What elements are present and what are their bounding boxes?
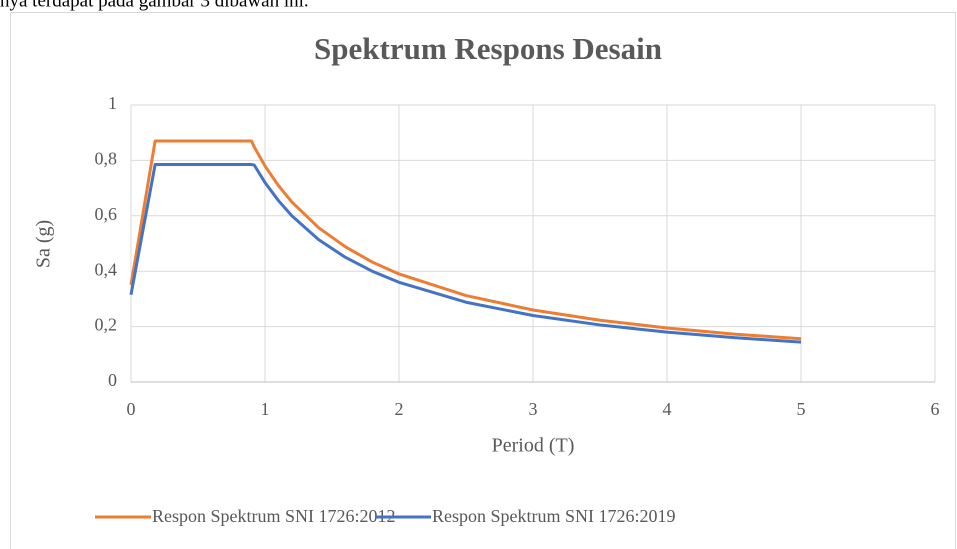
chart-title: Spektrum Respons Desain [314, 31, 662, 66]
chart-frame [10, 12, 956, 549]
page-text: nya terdapat pada gambar 3 dibawah ini. [0, 0, 309, 11]
x-tick-label: 0 [127, 399, 136, 419]
y-axis-title: Sa (g) [33, 220, 55, 268]
x-tick-label: 6 [931, 399, 940, 419]
legend-label: Respon Spektrum SNI 1726:2012 [152, 506, 396, 526]
x-tick-label: 2 [395, 399, 404, 419]
y-tick-label: 0,4 [95, 259, 118, 279]
x-tick-label: 3 [529, 399, 538, 419]
x-tick-label: 1 [261, 399, 270, 419]
y-tick-label: 1 [108, 93, 117, 113]
y-tick-label: 0,6 [95, 204, 118, 224]
y-tick-label: 0,2 [95, 315, 118, 335]
series-line [129, 163, 802, 344]
x-tick-label: 4 [663, 399, 672, 419]
y-tick-label: 0,8 [95, 149, 118, 169]
series-line [129, 139, 802, 341]
y-tick-label: 0 [108, 370, 117, 390]
x-axis-title: Period (T) [492, 435, 575, 457]
x-tick-label: 5 [797, 399, 806, 419]
legend-label: Respon Spektrum SNI 1726:2019 [432, 506, 676, 526]
